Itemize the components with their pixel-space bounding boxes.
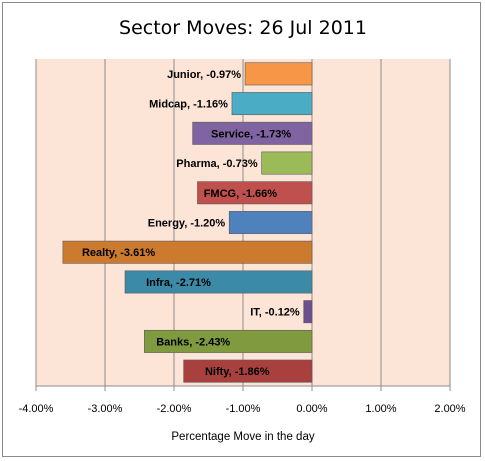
bars bbox=[62, 62, 313, 383]
data-label-it: IT, -0.12% bbox=[250, 307, 300, 319]
bar-it bbox=[303, 300, 313, 324]
x-tick-label: -1.00% bbox=[226, 403, 261, 415]
bar-banks bbox=[144, 329, 313, 353]
data-label-energy: Energy, -1.20% bbox=[148, 218, 226, 230]
data-label-junior: Junior, -0.97% bbox=[167, 69, 241, 81]
bar-pharma bbox=[261, 151, 313, 175]
data-label-pharma: Pharma, -0.73% bbox=[176, 158, 258, 170]
x-tick-label: -2.00% bbox=[157, 403, 192, 415]
bar-energy bbox=[228, 211, 313, 234]
bar-junior bbox=[244, 62, 313, 86]
data-label-banks: Banks, -2.43% bbox=[156, 336, 230, 348]
bar-realty bbox=[62, 240, 313, 264]
x-tick-label: 1.00% bbox=[365, 403, 396, 415]
data-label-midcap: Midcap, -1.16% bbox=[149, 99, 228, 111]
x-tick-label: 2.00% bbox=[434, 403, 465, 415]
data-label-fmcg: FMCG, -1.66% bbox=[204, 188, 278, 200]
x-tick-label: -3.00% bbox=[88, 403, 123, 415]
x-axis-title: Percentage Move in the day bbox=[171, 431, 314, 443]
chart-title: Sector Moves: 26 Jul 2011 bbox=[119, 17, 367, 39]
bar-nifty bbox=[183, 359, 313, 383]
x-tick-label: 0.00% bbox=[296, 403, 327, 415]
x-axis: -4.00% -3.00% -2.00% -1.00% 0.00% 1.00% 2.00% bbox=[19, 385, 466, 415]
bar-fmcg bbox=[197, 181, 313, 205]
data-label-infra: Infra, -2.71% bbox=[146, 277, 211, 289]
data-label-realty: Realty, -3.61% bbox=[82, 247, 155, 259]
data-labels: Junior, -0.97% Midcap, -1.16% Service, -1.… bbox=[82, 69, 300, 378]
bar-midcap bbox=[231, 92, 313, 116]
x-tick-label: -4.00% bbox=[19, 403, 54, 415]
bar-service bbox=[192, 121, 313, 145]
data-label-service: Service, -1.73% bbox=[211, 128, 291, 140]
data-label-nifty: Nifty, -1.86% bbox=[205, 366, 270, 378]
bar-infra bbox=[124, 270, 313, 294]
